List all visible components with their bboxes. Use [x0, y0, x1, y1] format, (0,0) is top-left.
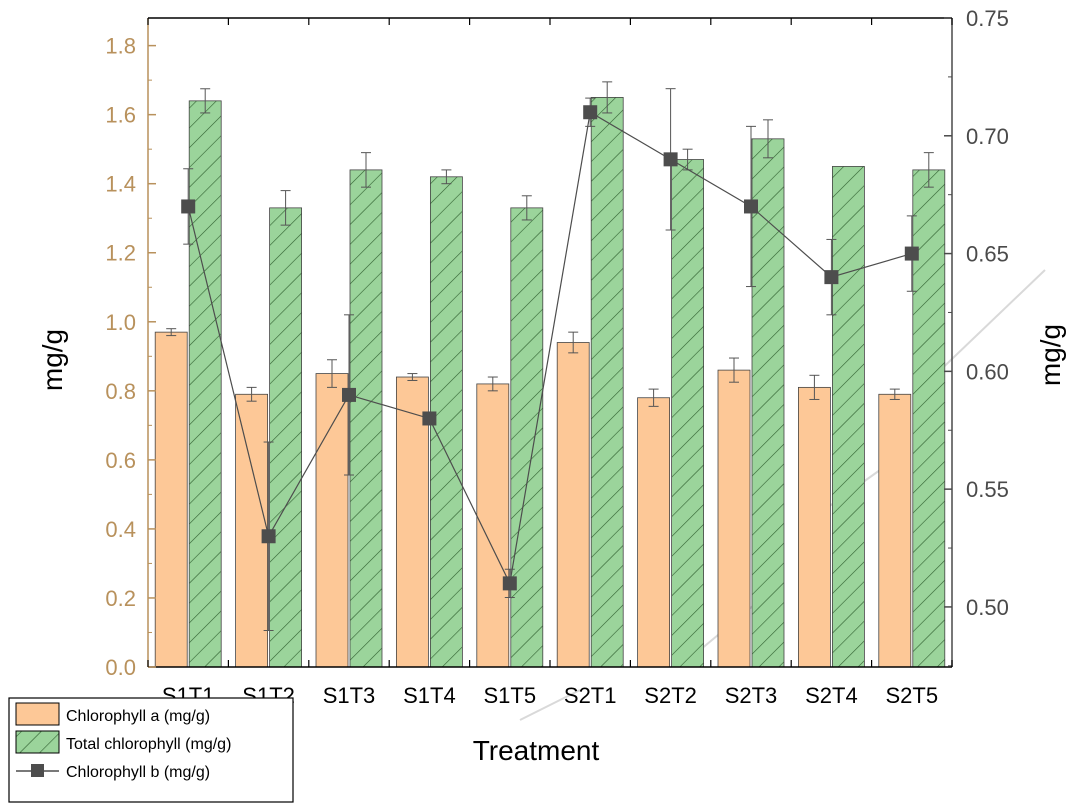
error-bar-chlorophyll-a: [809, 374, 820, 400]
legend-label-total-chlorophyll: Total chlorophyll (mg/g): [66, 736, 231, 753]
point-chlorophyll-b: [744, 199, 758, 214]
y-tick-label-right: 0.50: [966, 595, 1009, 620]
y-tick-label-right: 0.70: [966, 124, 1009, 149]
error-bar-total-chlorophyll: [441, 169, 452, 185]
legend-item-chlorophyll-a: Chlorophyll a (mg/g): [15, 702, 210, 726]
bar-total-chlorophyll: [349, 169, 383, 668]
y-tick-label-right: 0.55: [966, 477, 1009, 502]
point-chlorophyll-b: [342, 387, 356, 402]
y-tick-label-right: 0.65: [966, 242, 1009, 267]
x-tick-label: S2T3: [725, 683, 778, 708]
bar-chlorophyll-a: [637, 397, 670, 668]
point-chlorophyll-b: [583, 105, 598, 120]
bar-chlorophyll-a: [798, 386, 831, 668]
y-tick-label-left: 1.0: [105, 310, 136, 335]
error-bar-chlorophyll-a: [568, 331, 579, 354]
y-tick-label-left: 1.4: [105, 172, 136, 197]
bar-chlorophyll-a: [556, 342, 590, 668]
point-chlorophyll-b: [502, 576, 517, 591]
chlorophyll-b-line: [181, 88, 919, 631]
bar-total-chlorophyll: [912, 169, 946, 668]
bar-total-chlorophyll: [590, 96, 624, 668]
y-tick-label-left: 1.6: [105, 103, 136, 128]
point-chlorophyll-b: [663, 152, 678, 167]
y-tick-label-left: 0.2: [105, 586, 136, 611]
bar-total-chlorophyll: [188, 100, 222, 668]
bar-chlorophyll-a: [315, 373, 349, 668]
bar-total-chlorophyll: [832, 166, 865, 668]
error-bar-total-chlorophyll: [280, 190, 291, 226]
bar-total-chlorophyll: [671, 159, 704, 668]
y-tick-label-right: 0.60: [966, 359, 1009, 384]
bar-chlorophyll-a: [878, 393, 912, 668]
error-bar-chlorophyll-a: [246, 386, 257, 402]
y-tick-label-right: 0.75: [966, 6, 1009, 31]
error-bar-chlorophyll-a: [407, 373, 418, 381]
chlorophyll-b-series-line: [187, 111, 912, 586]
x-tick-label: S2T4: [805, 683, 858, 708]
total-chlorophyll-bars: [188, 81, 946, 668]
bar-chlorophyll-a: [154, 331, 188, 668]
y-tick-label-left: 0.4: [105, 517, 136, 542]
y-tick-label-left: 0.8: [105, 379, 136, 404]
error-bar-chlorophyll-a: [648, 388, 659, 407]
y-axis-left-title: mg/g: [37, 329, 68, 391]
error-bar-chlorophyll-a: [889, 388, 900, 400]
error-bar-total-chlorophyll: [602, 81, 613, 114]
x-axis-title: Treatment: [473, 735, 600, 766]
point-chlorophyll-b: [261, 529, 276, 544]
x-tick-label: S2T1: [564, 683, 617, 708]
error-bar-chlorophyll-a: [327, 359, 337, 388]
error-bar-chlorophyll-a: [166, 328, 177, 337]
error-bar-total-chlorophyll: [200, 88, 211, 114]
bar-chlorophyll-a: [717, 369, 751, 668]
bar-total-chlorophyll: [269, 207, 303, 668]
error-bar-total-chlorophyll: [361, 152, 371, 188]
legend-item-chlorophyll-b: Chlorophyll b (mg/g): [16, 764, 210, 781]
error-bar-chlorophyll-a: [729, 357, 739, 383]
x-tick-label: S2T5: [886, 683, 939, 708]
error-bar-chlorophyll-a: [487, 376, 498, 392]
legend-item-total-chlorophyll: Total chlorophyll (mg/g): [15, 730, 231, 754]
y-tick-label-left: 0.6: [105, 448, 136, 473]
axes: S1T1 S1T2 S1T3 S1T4 S1T5 S2T1 S2T2 S2T3 S2T4 S2T5…: [105, 6, 1008, 708]
y-tick-label-left: 0.0: [105, 655, 136, 680]
point-chlorophyll-b: [181, 199, 196, 214]
legend-label-chlorophyll-b: Chlorophyll b (mg/g): [66, 764, 210, 781]
error-bar-total-chlorophyll: [521, 195, 532, 221]
x-tick-label: S1T5: [484, 683, 537, 708]
x-tick-label: S2T2: [644, 683, 697, 708]
y-axis-right-title: mg/g: [1035, 324, 1066, 386]
point-chlorophyll-b: [422, 411, 437, 426]
x-tick-label: S1T3: [323, 683, 376, 708]
point-chlorophyll-b: [824, 270, 839, 285]
bar-total-chlorophyll: [751, 138, 785, 668]
error-bar-total-chlorophyll: [763, 119, 773, 159]
y-tick-label-left: 1.8: [105, 34, 136, 59]
x-tick-label: S1T4: [403, 683, 456, 708]
y-tick-label-left: 1.2: [105, 241, 136, 266]
error-bar-total-chlorophyll: [923, 152, 934, 188]
legend-label-chlorophyll-a: Chlorophyll a (mg/g): [66, 708, 210, 725]
bar-total-chlorophyll: [510, 207, 544, 668]
point-chlorophyll-b: [904, 246, 919, 261]
legend: Chlorophyll a (mg/g) Total chlorophyll (…: [8, 697, 294, 803]
